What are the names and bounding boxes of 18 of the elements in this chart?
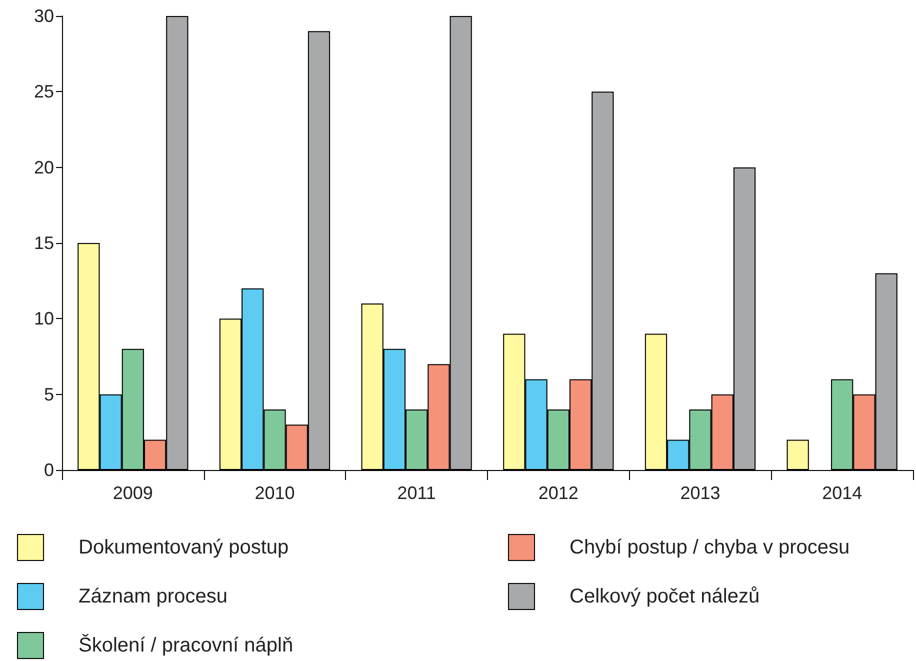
y-tick-label: 20: [34, 157, 54, 178]
x-tick-label: 2014: [822, 483, 862, 503]
legend-label: Dokumentovaný postup: [78, 536, 289, 558]
x-tick-label: 2012: [538, 483, 578, 503]
legend-label: Chybí postup / chyba v procesu: [570, 536, 850, 558]
legend-label: Celkový počet nálezů: [570, 586, 760, 608]
y-tick-label: 0: [44, 460, 54, 480]
legend-label: Záznam procesu: [78, 586, 228, 608]
x-tick-label: 2011: [397, 483, 436, 503]
x-tick-label: 2009: [112, 483, 153, 503]
y-tick-label: 10: [34, 308, 54, 329]
y-tick-label: 5: [44, 384, 54, 404]
x-tick-label: 2013: [680, 483, 720, 503]
y-tick-label: 15: [34, 233, 54, 253]
legend-label: Školení / pracovní náplň: [78, 634, 294, 656]
y-tick-label: 25: [34, 82, 54, 102]
x-tick-label: 2010: [254, 483, 295, 503]
y-tick-label: 30: [34, 6, 54, 26]
